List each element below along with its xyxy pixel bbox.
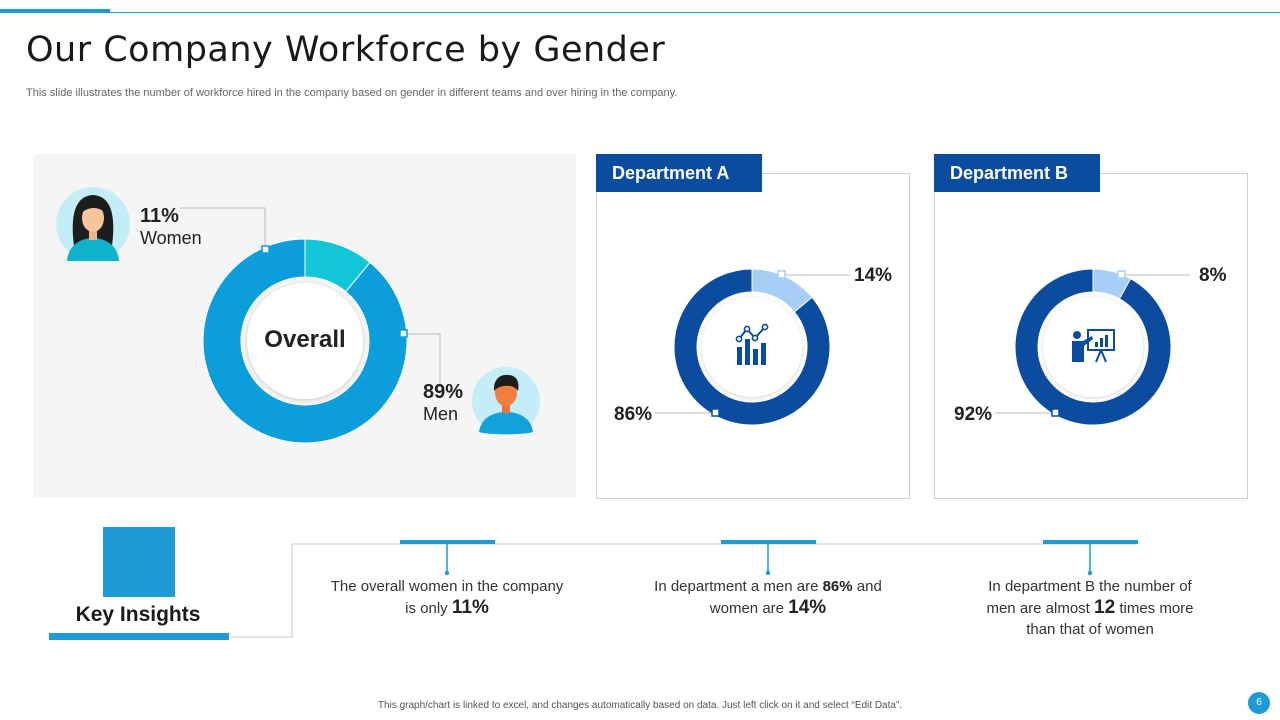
insight-3-bar	[1043, 540, 1138, 544]
insight-1-dot	[444, 570, 450, 576]
insight-3-line-1: In department B the number of	[988, 578, 1192, 595]
department-a-women-pct: 14%	[854, 265, 893, 286]
page-title: Our Company Workforce by Gender	[26, 30, 666, 70]
insight-2-bar	[721, 540, 816, 544]
insight-2-line-2: women are 14%	[709, 597, 827, 618]
insight-2-line-1: In department a men are 86% and	[654, 578, 882, 595]
presentation-icon	[1072, 329, 1115, 363]
insights-connector-line	[230, 543, 1137, 638]
department-a-donut-center	[702, 297, 802, 397]
overall-center-label: Overall	[264, 326, 346, 353]
key-insights-icon-box	[103, 527, 175, 597]
page-subtitle: This slide illustrates the number of wor…	[26, 87, 678, 99]
men-label: Men	[423, 404, 459, 424]
department-b-tab: Department B	[934, 154, 1100, 192]
insight-1-value: 11%	[451, 597, 489, 618]
insight-2-women-value: 14%	[788, 597, 827, 618]
page-number: 6	[1248, 692, 1270, 714]
insight-1-line-1: The overall women in the company	[330, 578, 564, 595]
insight-1-bar	[400, 540, 495, 544]
women-label: Women	[140, 228, 202, 248]
woman-avatar-icon	[56, 187, 130, 261]
women-percentage: 11%	[140, 205, 179, 227]
men-connector	[404, 333, 441, 385]
men-connector-dot	[399, 329, 408, 338]
department-a-men-dot	[711, 408, 720, 417]
insight-1-line-2: is only 11%	[405, 597, 489, 618]
key-insights-underline	[49, 633, 229, 640]
insight-2-text: In department a men are 86% and women ar…	[638, 576, 898, 619]
department-b-donut-center	[1043, 297, 1143, 397]
insight-2-men-value: 86%	[822, 578, 853, 595]
department-a-women-dot	[777, 270, 786, 279]
department-b-women-dot	[1117, 270, 1126, 279]
department-b-men-pct: 92%	[954, 404, 993, 425]
donut-slice-men	[1014, 268, 1172, 426]
top-accent-bar	[0, 9, 110, 13]
man-avatar-icon	[472, 367, 540, 435]
overall-donut-center	[247, 283, 363, 399]
footer-note: This graph/chart is linked to excel, and…	[377, 700, 903, 711]
insight-3-line-3: than that of women	[1026, 621, 1154, 638]
women-connector-dot	[261, 245, 270, 254]
analytics-chart-icon	[735, 323, 769, 365]
insight-3-dot	[1087, 570, 1093, 576]
insight-3-text: In department B the number of men are al…	[960, 576, 1220, 640]
insight-3-line-2: men are almost 12 times more	[986, 597, 1194, 618]
insight-1-text: The overall women in the company is only…	[317, 576, 577, 619]
overall-donut	[202, 238, 408, 444]
insight-2-dot	[765, 570, 771, 576]
women-connector	[180, 207, 266, 249]
key-insights-title: Key Insights	[75, 603, 201, 626]
insight-3-value: 12	[1094, 597, 1116, 618]
department-b-women-pct: 8%	[1199, 265, 1227, 286]
donut-slice-men	[673, 268, 831, 426]
men-percentage: 89%	[423, 381, 464, 403]
department-a-donut	[673, 268, 831, 426]
top-rule	[0, 12, 1280, 13]
department-a-men-pct: 86%	[614, 404, 653, 425]
department-a-tab: Department A	[596, 154, 762, 192]
department-b-men-dot	[1051, 408, 1060, 417]
